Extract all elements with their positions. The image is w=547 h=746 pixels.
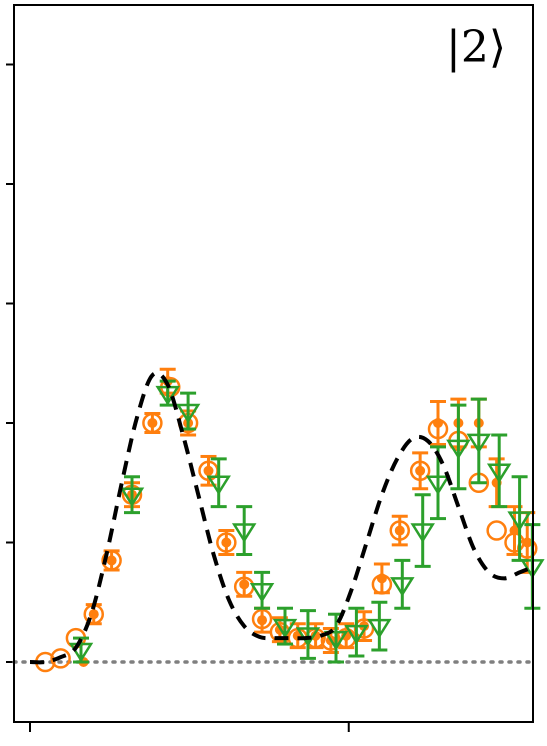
plot-frame <box>13 4 534 723</box>
data-point-filled-dot <box>88 609 99 620</box>
data-point-triangle <box>175 403 201 424</box>
data-point-filled-dot <box>509 525 520 536</box>
data-point-triangle <box>410 523 435 543</box>
series-filled-dot <box>78 367 536 667</box>
data-point-filled-dot <box>203 465 214 476</box>
data-point-triangle <box>390 577 415 597</box>
data-point-triangle <box>425 475 451 496</box>
data-point-triangle <box>367 618 392 639</box>
fit-curve <box>29 371 536 665</box>
data-point-filled-dot <box>221 537 232 548</box>
data-point-filled-dot <box>147 418 158 428</box>
data-point-filled-dot <box>239 579 250 590</box>
data-point-open-circle <box>486 520 507 541</box>
data-point-triangle <box>486 463 512 484</box>
data-point-filled-dot <box>106 555 117 566</box>
data-point-triangle <box>206 475 231 496</box>
data-point-open-circle <box>50 648 71 669</box>
data-point-filled-dot <box>433 418 443 428</box>
data-point-filled-dot <box>394 525 405 536</box>
data-point-triangle <box>272 618 298 639</box>
data-point-triangle <box>119 487 145 508</box>
data-point-triangle <box>231 523 257 543</box>
data-point-triangle <box>249 583 275 603</box>
data-point-filled-dot <box>415 465 426 476</box>
data-point-triangle <box>466 433 492 454</box>
state-annotation: |2⟩ <box>446 22 506 73</box>
axis-ticks <box>6 63 350 732</box>
data-point-triangle <box>68 642 94 663</box>
data-point-triangle <box>446 439 471 460</box>
data-point-filled-dot <box>376 573 387 584</box>
data-point-triangle <box>344 624 369 645</box>
data-point-filled-dot <box>257 615 268 626</box>
data-point-triangle <box>507 511 532 531</box>
data-point-triangle <box>323 630 349 651</box>
data-point-filled-dot <box>522 537 533 548</box>
